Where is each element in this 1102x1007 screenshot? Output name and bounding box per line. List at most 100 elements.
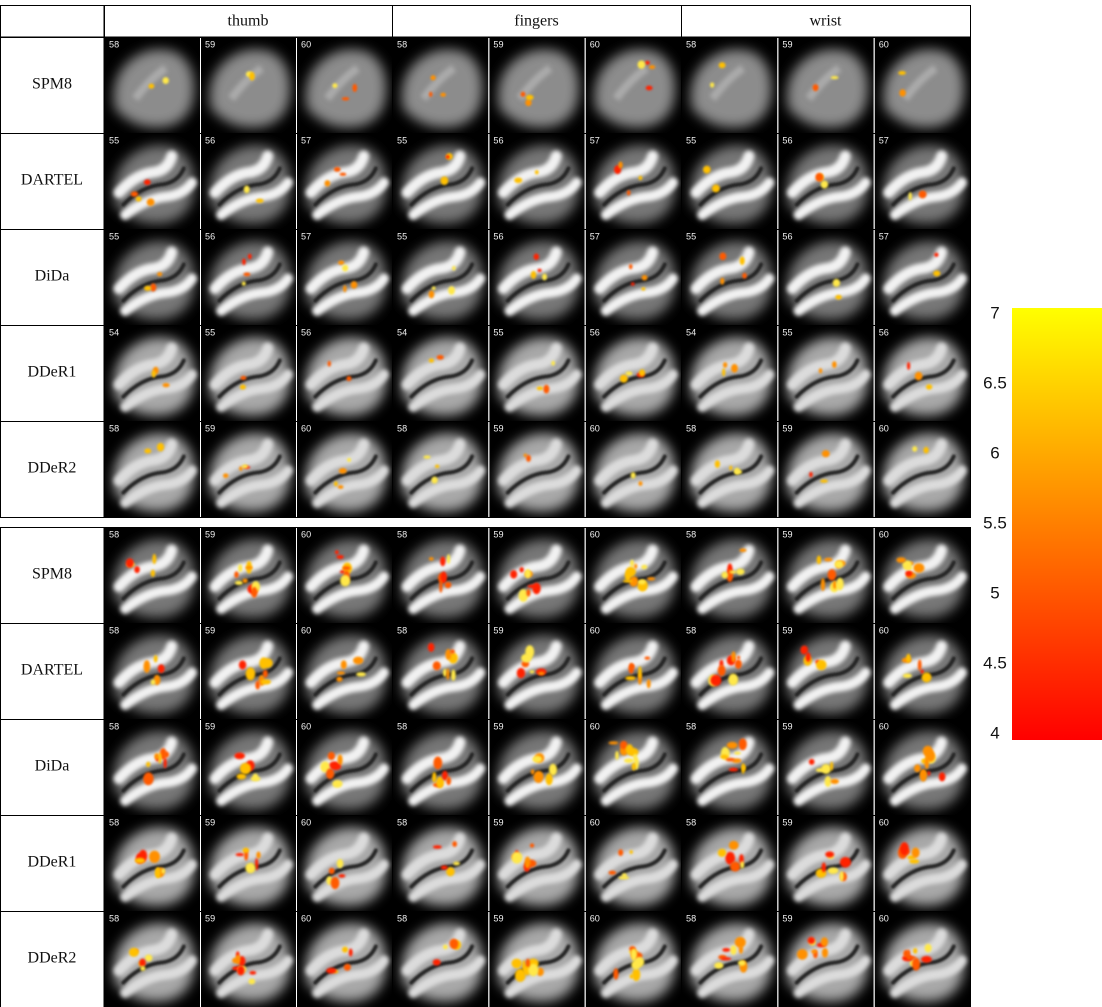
brain-slice: 57 — [874, 134, 970, 229]
activation-spot — [629, 850, 633, 854]
activation-spot — [721, 571, 729, 579]
slice-number: 60 — [879, 913, 889, 923]
gyrus — [504, 859, 582, 902]
activation-spot — [911, 847, 920, 858]
gyrus — [209, 832, 274, 881]
activation-spot — [521, 653, 532, 663]
gyrus — [216, 667, 293, 710]
sulcus — [505, 262, 571, 303]
gyrus — [697, 763, 775, 806]
activation-spot — [729, 570, 737, 574]
activation-spot — [134, 566, 140, 574]
sulcus — [698, 560, 764, 601]
sulcus — [601, 560, 667, 601]
slice-number: 59 — [205, 913, 215, 923]
sulcus — [698, 262, 764, 303]
sulcus — [121, 944, 186, 985]
activation-spot — [520, 91, 526, 97]
activation-spot — [343, 285, 347, 293]
gyrus — [889, 273, 967, 316]
activation-spot — [623, 758, 634, 763]
gyrus — [216, 369, 293, 412]
sulcus — [409, 944, 475, 985]
slice-number: 59 — [493, 423, 503, 433]
activation-spot — [446, 554, 451, 564]
gyrus — [786, 150, 851, 199]
activation-spot — [128, 947, 139, 957]
slice-number: 58 — [397, 625, 407, 635]
brain-slice: 58 — [393, 528, 489, 623]
brain-slice: 59 — [201, 38, 296, 133]
gyrus — [132, 64, 168, 102]
activation-spot — [722, 947, 731, 952]
activation-spot — [630, 282, 635, 286]
activation-spot — [525, 94, 534, 101]
activation-spot — [433, 756, 443, 770]
brain-slice: 57 — [585, 230, 681, 325]
activation-spot — [440, 865, 448, 870]
brain-slice: 58 — [682, 720, 778, 815]
activation-spot — [630, 472, 636, 479]
slice-number: 58 — [109, 39, 119, 49]
gyrus — [697, 667, 775, 710]
activation-spot — [729, 861, 741, 872]
brain-slice: 60 — [585, 720, 681, 815]
activation-spot — [830, 778, 839, 784]
activation-spot — [432, 772, 437, 783]
activation-spot — [821, 763, 832, 775]
gyrus — [408, 955, 486, 998]
gyrus — [594, 640, 659, 689]
slice-number: 59 — [782, 423, 792, 433]
gyrus — [883, 736, 948, 785]
gyrus — [401, 150, 466, 199]
activation-spot — [135, 196, 142, 202]
activation-spot — [259, 657, 269, 669]
activation-spot — [442, 944, 448, 950]
activation-spot — [630, 559, 634, 567]
gyrus — [600, 465, 678, 508]
row-label: DiDa — [35, 758, 70, 775]
gyrus — [889, 667, 967, 710]
activation-spot — [912, 446, 918, 452]
gyrus — [408, 667, 486, 710]
activation-spot — [336, 858, 344, 869]
brain-slice: 56 — [489, 230, 585, 325]
gyrus — [883, 438, 948, 487]
activation-spot — [832, 361, 837, 368]
activation-spot — [239, 762, 252, 775]
slice-number: 58 — [686, 39, 696, 49]
brain-slice: 59 — [489, 912, 585, 1007]
activation-spot — [927, 771, 931, 776]
activation-spot — [532, 582, 541, 595]
brain-slice: 60 — [297, 422, 392, 517]
activation-spot — [630, 948, 637, 961]
activation-spot — [906, 653, 911, 663]
activation-spot — [326, 967, 337, 974]
activation-spot — [445, 155, 450, 159]
activation-spot — [530, 270, 537, 279]
gyrus — [697, 859, 775, 902]
activation-spot — [918, 190, 927, 199]
row-label: SPM8 — [32, 566, 72, 583]
slice-number: 54 — [109, 327, 119, 337]
gyrus — [697, 465, 775, 508]
brain-slice: 58 — [105, 528, 200, 623]
slice-number: 55 — [397, 231, 407, 241]
brain-slice: 59 — [489, 720, 585, 815]
activation-spot — [742, 272, 747, 279]
gyrus — [901, 64, 938, 102]
slice-number: 56 — [205, 231, 215, 241]
sulcus — [217, 944, 282, 985]
gyrus — [120, 465, 197, 508]
gyrus — [889, 369, 967, 412]
activation-spot — [340, 660, 347, 670]
brain-slice: 59 — [489, 422, 585, 517]
sulcus — [601, 752, 667, 793]
slice-number: 59 — [493, 817, 503, 827]
activation-spot — [924, 943, 932, 953]
slice-number: 60 — [590, 913, 600, 923]
brain-slice: 56 — [201, 134, 296, 229]
activation-spot — [234, 571, 239, 578]
gyrus — [889, 571, 967, 614]
slice-number: 59 — [493, 529, 503, 539]
